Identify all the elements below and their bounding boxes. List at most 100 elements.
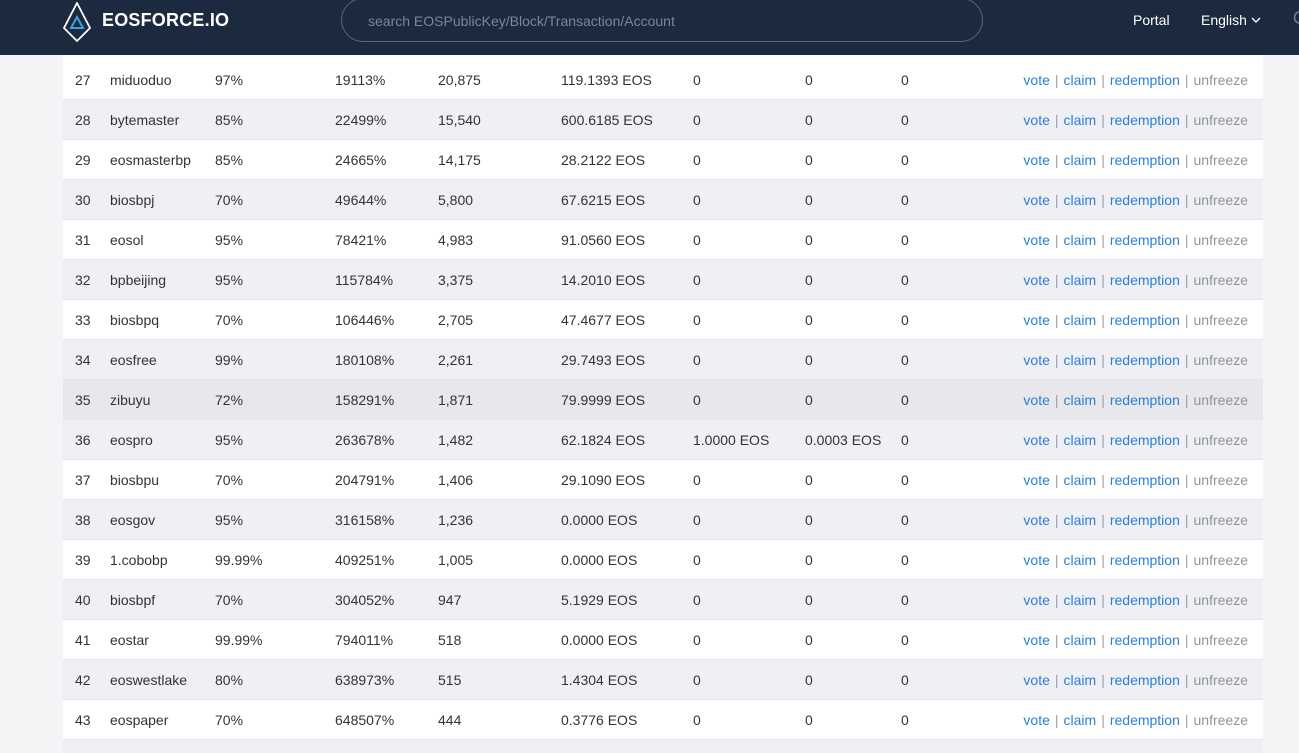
unfreeze-link[interactable]: unfreeze (1193, 712, 1248, 728)
table-row: 39 1.cobobp 99.99% 409251% 1,005 0.0000 … (63, 540, 1263, 580)
vote-link[interactable]: vote (1023, 312, 1050, 328)
table-row: 38 eosgov 95% 316158% 1,236 0.0000 EOS 0… (63, 500, 1263, 540)
my-reward-cell: 0 (805, 592, 813, 608)
unfreeze-link[interactable]: unfreeze (1193, 72, 1248, 88)
row-actions: vote | claim | redemption | unfreeze (1023, 192, 1248, 208)
redeem-amount-cell: 0 (901, 632, 909, 648)
vote-link[interactable]: vote (1023, 712, 1050, 728)
rank-cell: 43 (75, 712, 91, 728)
vote-link[interactable]: vote (1023, 112, 1050, 128)
unfreeze-link[interactable]: unfreeze (1193, 192, 1248, 208)
redemption-link[interactable]: redemption (1109, 592, 1180, 608)
unfreeze-link[interactable]: unfreeze (1193, 392, 1248, 408)
separator: | (1184, 672, 1189, 688)
rank-cell: 34 (75, 352, 91, 368)
claim-link[interactable]: claim (1063, 512, 1097, 528)
claim-link[interactable]: claim (1063, 352, 1097, 368)
unfreeze-link[interactable]: unfreeze (1193, 312, 1248, 328)
commission-rate-cell: 95% (215, 272, 244, 288)
claim-link[interactable]: claim (1063, 632, 1097, 648)
claim-link[interactable]: claim (1063, 672, 1097, 688)
search-icon[interactable] (1292, 9, 1299, 29)
vote-link[interactable]: vote (1023, 432, 1050, 448)
search-input[interactable] (366, 5, 930, 37)
redeem-amount-cell: 0 (901, 552, 909, 568)
vote-link[interactable]: vote (1023, 632, 1050, 648)
vote-link[interactable]: vote (1023, 232, 1050, 248)
row-actions: vote | claim | redemption | unfreeze (1023, 112, 1248, 128)
claim-link[interactable]: claim (1063, 192, 1097, 208)
vote-link[interactable]: vote (1023, 192, 1050, 208)
redemption-link[interactable]: redemption (1109, 312, 1180, 328)
claim-link[interactable]: claim (1063, 232, 1097, 248)
vote-link[interactable]: vote (1023, 672, 1050, 688)
nav-portal-link[interactable]: Portal (1133, 12, 1170, 28)
redemption-link[interactable]: redemption (1109, 672, 1180, 688)
claim-link[interactable]: claim (1063, 312, 1097, 328)
my-reward-cell: 0 (805, 632, 813, 648)
redemption-link[interactable]: redemption (1109, 552, 1180, 568)
my-reward-cell: 0 (805, 672, 813, 688)
separator: | (1054, 312, 1059, 328)
claim-link[interactable]: claim (1063, 72, 1097, 88)
ratio-cell: 22499% (335, 112, 387, 128)
vote-link[interactable]: vote (1023, 392, 1050, 408)
claim-link[interactable]: claim (1063, 552, 1097, 568)
redemption-link[interactable]: redemption (1109, 352, 1180, 368)
commission-rate-cell: 99.99% (215, 552, 263, 568)
claim-link[interactable]: claim (1063, 392, 1097, 408)
claim-link[interactable]: claim (1063, 592, 1097, 608)
redemption-link[interactable]: redemption (1109, 472, 1180, 488)
redemption-link[interactable]: redemption (1109, 112, 1180, 128)
claim-link[interactable]: claim (1063, 112, 1097, 128)
claim-link[interactable]: claim (1063, 272, 1097, 288)
producer-name-cell: eostar (110, 632, 149, 648)
unfreeze-link[interactable]: unfreeze (1193, 272, 1248, 288)
brand-logo[interactable] (62, 0, 92, 44)
redemption-link[interactable]: redemption (1109, 192, 1180, 208)
vote-link[interactable]: vote (1023, 72, 1050, 88)
separator: | (1054, 712, 1059, 728)
my-vote-cell: 0 (693, 232, 701, 248)
unfreeze-link[interactable]: unfreeze (1193, 592, 1248, 608)
vote-link[interactable]: vote (1023, 352, 1050, 368)
redemption-link[interactable]: redemption (1109, 432, 1180, 448)
unfreeze-link[interactable]: unfreeze (1193, 112, 1248, 128)
vote-link[interactable]: vote (1023, 552, 1050, 568)
unfreeze-link[interactable]: unfreeze (1193, 352, 1248, 368)
vote-link[interactable]: vote (1023, 592, 1050, 608)
producer-name-cell: eosgov (110, 512, 156, 528)
vote-link[interactable]: vote (1023, 272, 1050, 288)
unfreeze-link[interactable]: unfreeze (1193, 512, 1248, 528)
redemption-link[interactable]: redemption (1109, 392, 1180, 408)
unfreeze-link[interactable]: unfreeze (1193, 672, 1248, 688)
producer-name-cell: biosbpj (110, 192, 155, 208)
producer-name-cell: 1.cobobp (110, 552, 168, 568)
vote-link[interactable]: vote (1023, 512, 1050, 528)
unfreeze-link[interactable]: unfreeze (1193, 232, 1248, 248)
redemption-link[interactable]: redemption (1109, 232, 1180, 248)
redemption-link[interactable]: redemption (1109, 152, 1180, 168)
unfreeze-link[interactable]: unfreeze (1193, 552, 1248, 568)
unfreeze-link[interactable]: unfreeze (1193, 432, 1248, 448)
vote-link[interactable]: vote (1023, 152, 1050, 168)
unfreeze-link[interactable]: unfreeze (1193, 472, 1248, 488)
claim-link[interactable]: claim (1063, 712, 1097, 728)
ratio-cell: 24665% (335, 152, 387, 168)
separator: | (1184, 352, 1189, 368)
redemption-link[interactable]: redemption (1109, 632, 1180, 648)
separator: | (1101, 152, 1105, 168)
claim-link[interactable]: claim (1063, 152, 1097, 168)
language-selector[interactable]: English (1201, 12, 1261, 28)
redemption-link[interactable]: redemption (1109, 72, 1180, 88)
vote-link[interactable]: vote (1023, 472, 1050, 488)
unfreeze-link[interactable]: unfreeze (1193, 152, 1248, 168)
redemption-link[interactable]: redemption (1109, 712, 1180, 728)
redemption-link[interactable]: redemption (1109, 272, 1180, 288)
unfreeze-link[interactable]: unfreeze (1193, 632, 1248, 648)
redemption-link[interactable]: redemption (1109, 512, 1180, 528)
separator: | (1184, 712, 1189, 728)
claim-link[interactable]: claim (1063, 432, 1097, 448)
claim-link[interactable]: claim (1063, 472, 1097, 488)
commission-rate-cell: 85% (215, 112, 244, 128)
